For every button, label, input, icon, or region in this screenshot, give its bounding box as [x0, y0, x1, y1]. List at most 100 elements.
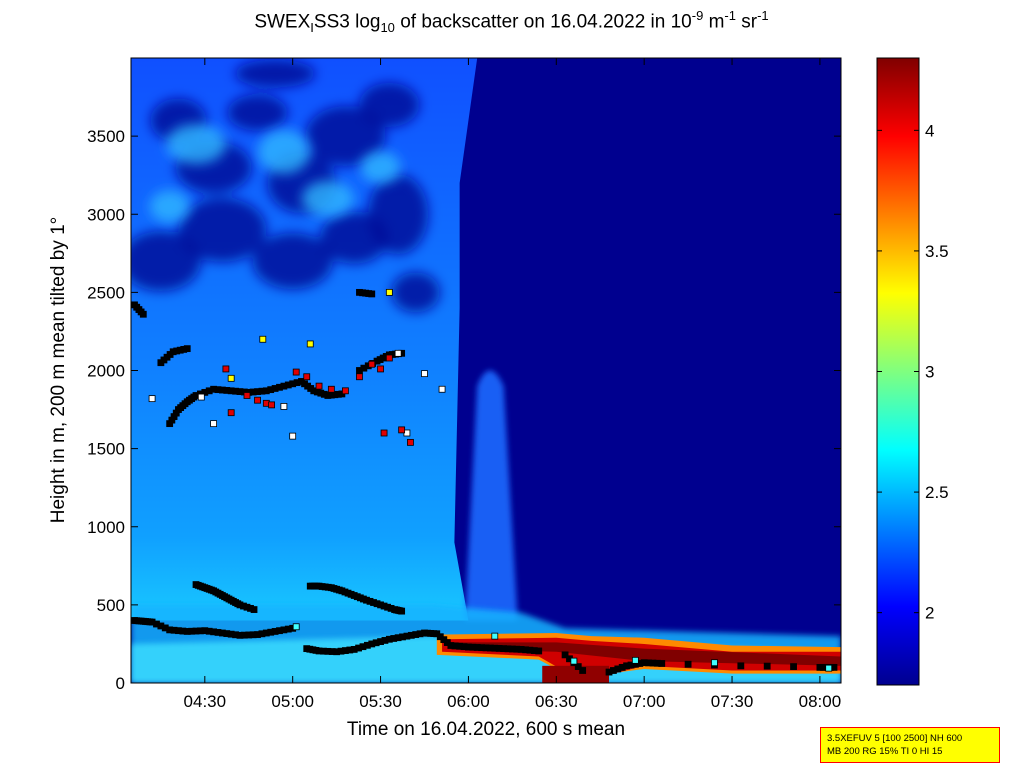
chart-title-part: of backscatter on 16.04.2022 in 10: [394, 11, 692, 33]
red-marker: [385, 354, 393, 362]
white-marker: [210, 420, 217, 428]
cloud-gap-patch: [131, 231, 201, 292]
x-axis-label: Time on 16.04.2022, 600 s mean: [347, 719, 625, 740]
layer-marker: [574, 663, 582, 670]
layer-marker: [368, 290, 376, 298]
red-marker: [254, 396, 261, 404]
plume: [464, 370, 518, 621]
instrument-info-box: 3.5XEFUV 5 [100 2500] NH 600 MB 200 RG 1…: [820, 727, 1000, 763]
colorbar-tick-label: 4: [925, 121, 934, 140]
layer-marker: [250, 606, 258, 613]
cyan-marker: [292, 623, 300, 631]
band-core: [450, 642, 841, 666]
y-axis: 0 500 1000 1500 2000 2500 3000 3500: [87, 127, 841, 693]
layer-marker: [183, 345, 191, 353]
colorbar-tick-label: 2.5: [925, 483, 949, 502]
red-marker: [327, 385, 335, 393]
red-marker: [342, 387, 349, 395]
colorbar-ticks: 2 2.5 3 3.5 4: [877, 121, 949, 623]
layer-markers: [131, 288, 838, 676]
y-tick-label: 3000: [87, 205, 125, 224]
red-marker: [227, 409, 235, 417]
colorbar-tick-label: 3: [925, 363, 934, 382]
y-axis-label: Height in m, 200 m mean tilted by 1°: [48, 217, 69, 523]
red-marker: [315, 382, 323, 390]
cloud-gap-patch: [368, 174, 429, 255]
white-marker: [148, 395, 156, 403]
white-marker: [438, 385, 446, 393]
cyan-marker: [491, 632, 499, 640]
chart-title-part: sr: [735, 11, 758, 33]
y-tick-label: 1500: [87, 440, 125, 459]
y-tick-label: 500: [97, 596, 125, 615]
white-marker: [280, 403, 288, 410]
chart-title-part: SS3 log: [313, 11, 381, 33]
bright-patch: [166, 123, 227, 164]
x-tick-label: 05:00: [271, 692, 314, 711]
x-axis: 04:30 05:00 05:30 06:00 06:30 07:00 07:30 08:00: [184, 58, 842, 711]
layer-marker: [658, 660, 666, 667]
cyan-marker: [631, 656, 639, 664]
layer-marker: [684, 660, 692, 668]
chart-title: SWEXISS3 log10 of backscatter on 16.04.2…: [0, 8, 1023, 35]
surface-max: [542, 665, 610, 683]
cloud-gap-patch: [305, 106, 386, 167]
red-marker: [368, 360, 376, 368]
white-marker: [289, 432, 297, 440]
layer-marker: [579, 667, 587, 674]
layer-marker: [139, 310, 147, 318]
backscatter-heatmap: [131, 58, 841, 683]
y-tick-label: 0: [116, 674, 125, 693]
layer-marker: [790, 663, 797, 670]
layer-marker: [561, 651, 569, 659]
bright-patch: [301, 180, 354, 217]
colorbar: [876, 57, 920, 686]
cloud-gap-patch: [391, 272, 440, 313]
bright-patch: [360, 151, 401, 184]
x-tick-label: 05:30: [359, 692, 402, 711]
chart-title-part: SWEX: [254, 11, 311, 33]
cloud-gap-patch: [178, 197, 267, 262]
chart-title-part: m: [703, 11, 725, 33]
x-tick-label: 06:00: [447, 692, 490, 711]
x-tick-label: 06:30: [535, 692, 578, 711]
chart-title-part: 10: [380, 20, 395, 36]
yellow-marker: [306, 340, 314, 348]
bright-patch: [257, 129, 310, 174]
y-tick-label: 2000: [87, 362, 125, 381]
white-marker: [394, 349, 402, 357]
chart-title-part: -1: [724, 8, 736, 23]
white-marker: [421, 370, 428, 378]
x-tick-label: 08:00: [799, 692, 842, 711]
x-tick-label: 04:30: [184, 692, 227, 711]
white-marker: [197, 393, 205, 401]
cyan-marker: [570, 657, 578, 665]
colorbar-tick-label: 3.5: [925, 242, 949, 261]
y-tick-label: 1000: [87, 518, 125, 537]
yellow-marker: [385, 288, 393, 296]
cloud-gap-patch: [359, 82, 420, 127]
chart-title-part: I: [310, 20, 314, 36]
y-tick-label: 3500: [87, 127, 125, 146]
yellow-marker: [227, 374, 235, 382]
bright-patch: [149, 190, 190, 223]
cloud-gap-patch: [235, 59, 316, 88]
red-marker: [243, 392, 251, 399]
chart-title-part: -9: [691, 8, 704, 23]
chart-title-part: -1: [757, 8, 769, 23]
red-marker: [380, 429, 388, 437]
y-tick-label: 2500: [87, 283, 125, 302]
x-tick-label: 07:00: [623, 692, 666, 711]
yellow-marker: [259, 335, 267, 343]
cyan-marker: [825, 664, 833, 672]
red-marker: [303, 373, 311, 381]
info-line-2: MB 200 RG 15% TI 0 HI 15: [827, 746, 943, 757]
x-tick-label: 07:30: [711, 692, 754, 711]
layer-marker: [398, 607, 406, 615]
layer-marker: [535, 647, 543, 655]
red-marker: [398, 426, 406, 434]
red-marker: [222, 365, 230, 373]
cloud-gap-patch: [252, 233, 333, 290]
info-line-1: 3.5XEFUV 5 [100 2500] NH 600: [827, 733, 963, 744]
red-marker: [407, 438, 414, 446]
